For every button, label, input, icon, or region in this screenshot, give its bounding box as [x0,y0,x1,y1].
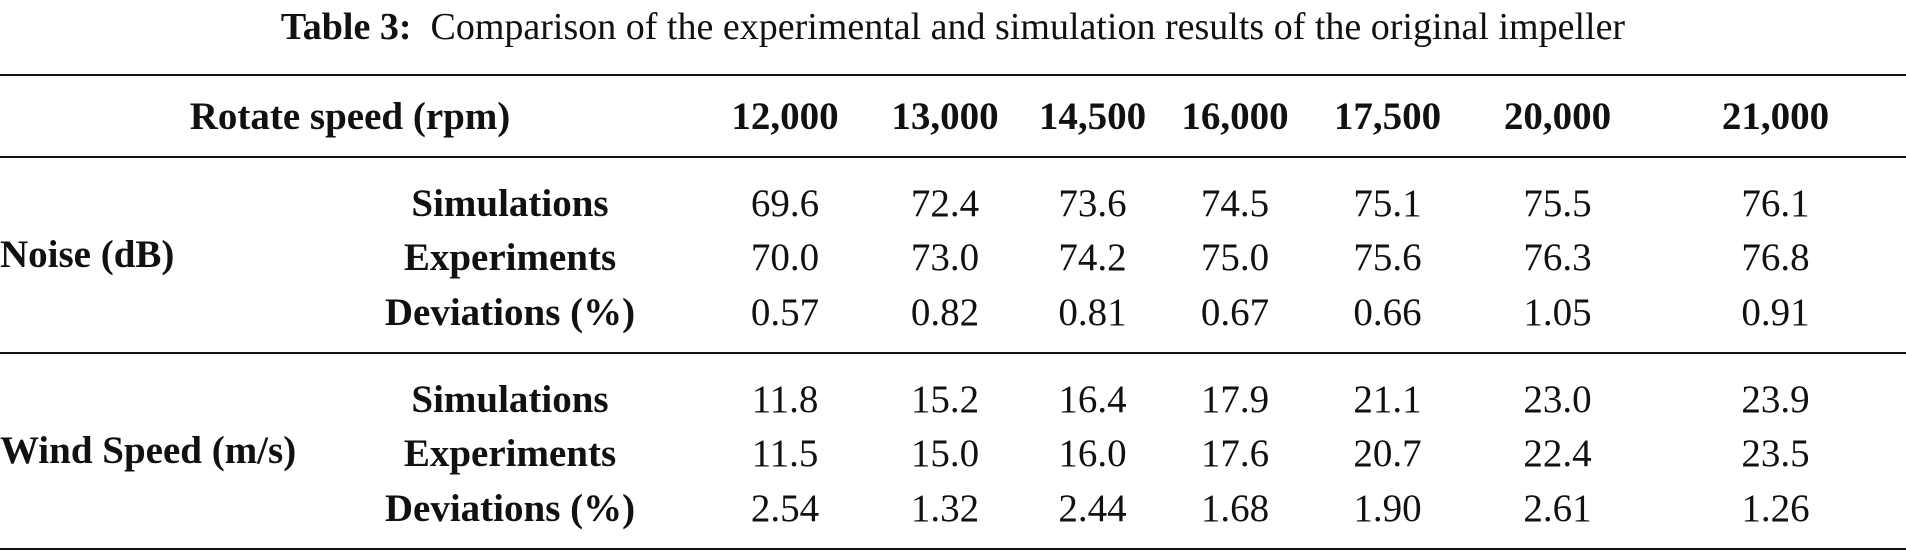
table-cell: 0.91 [1741,291,1810,334]
table-cell: 21.1 [1353,378,1422,421]
table-cell: 74.2 [1058,235,1127,279]
table-cell: 73.0 [910,235,980,279]
table-row: Wind Speed (m/s) Simulations 11.8 15.2 1… [0,354,1906,472]
row-label: Experiments [403,235,617,279]
table-cell: 69.6 [750,182,820,225]
table-cell: 11.8 [751,378,819,421]
row-label: Deviations (%) [384,291,636,334]
table-cell: 70.0 [750,235,820,279]
header-speed: 20,000 [1503,94,1612,138]
table-cell: 74.5 [1200,182,1270,225]
table-cell: 1.90 [1353,487,1422,530]
table-row: Deviations (%) 0.57 0.82 0.81 0.67 0.66 … [0,286,1906,353]
header-speed: 13,000 [891,94,999,138]
table-cell: 23.5 [1741,431,1810,475]
row-label: Simulations [411,378,609,421]
header-speed: 16,000 [1181,94,1289,138]
table-cell: 73.6 [1058,182,1127,225]
results-table: Rotate speed (rpm) 12,000 13,000 14,500 … [0,74,1906,550]
header-speed: 21,000 [1721,94,1830,138]
table-cell: 15.2 [910,378,980,421]
table-cell: 1.32 [910,487,980,530]
table-cell: 76.3 [1523,235,1592,279]
row-label: Experiments [403,431,617,475]
table-cell: 75.1 [1353,182,1422,225]
row-label: Simulations [411,182,609,225]
table-cell: 22.4 [1523,431,1592,475]
header-row: Rotate speed (rpm) 12,000 13,000 14,500 … [0,76,1906,157]
table-cell: 1.05 [1523,291,1592,334]
header-speed: 12,000 [731,94,839,138]
table-cell: 75.0 [1200,235,1270,279]
table-cell: 0.57 [750,291,820,334]
table-cell: 1.26 [1741,487,1810,530]
table-cell: 0.82 [910,291,980,334]
table-cell: 2.54 [750,487,820,530]
table-cell: 11.5 [751,431,819,475]
table-cell: 16.4 [1058,378,1127,421]
table-cell: 72.4 [910,182,980,225]
table-cell: 17.6 [1200,431,1270,475]
table-cell: 20.7 [1353,431,1422,475]
table-cell: 1.68 [1200,487,1270,530]
table-row: Experiments 70.0 73.0 74.2 75.0 75.6 76.… [0,228,1906,286]
table-cell: 23.0 [1523,378,1592,421]
table-row: Deviations (%) 2.54 1.32 2.44 1.68 1.90 … [0,482,1906,549]
group-label-wind-speed: Wind Speed (m/s) [0,428,297,472]
table-caption: Table 3: Comparison of the experimental … [0,0,1906,50]
table-cell: 2.61 [1523,487,1592,530]
caption-label: Table 3: [280,6,412,48]
header-speed: 14,500 [1038,94,1147,138]
table-cell: 2.44 [1058,487,1127,530]
row-label: Deviations (%) [384,487,636,530]
group-label-noise: Noise (dB) [0,232,175,276]
table-cell: 17.9 [1200,378,1270,421]
header-speed: 17,500 [1333,94,1442,138]
table-cell: 75.6 [1353,235,1422,279]
table-row: Experiments 11.5 15.0 16.0 17.6 20.7 22.… [0,424,1906,482]
table-cell: 76.8 [1741,235,1810,279]
table-row: Noise (dB) Simulations 69.6 72.4 73.6 74… [0,158,1906,276]
table-cell: 0.67 [1200,291,1270,334]
table-cell: 76.1 [1741,182,1810,225]
table-cell: 0.66 [1353,291,1422,334]
header-rotate-speed: Rotate speed (rpm) [189,94,511,138]
table-cell: 16.0 [1058,431,1127,475]
table-cell: 0.81 [1058,291,1127,334]
table-cell: 75.5 [1523,182,1592,225]
table-cell: 15.0 [910,431,980,475]
caption-text: Comparison of the experimental and simul… [430,6,1626,48]
table-cell: 23.9 [1741,378,1810,421]
